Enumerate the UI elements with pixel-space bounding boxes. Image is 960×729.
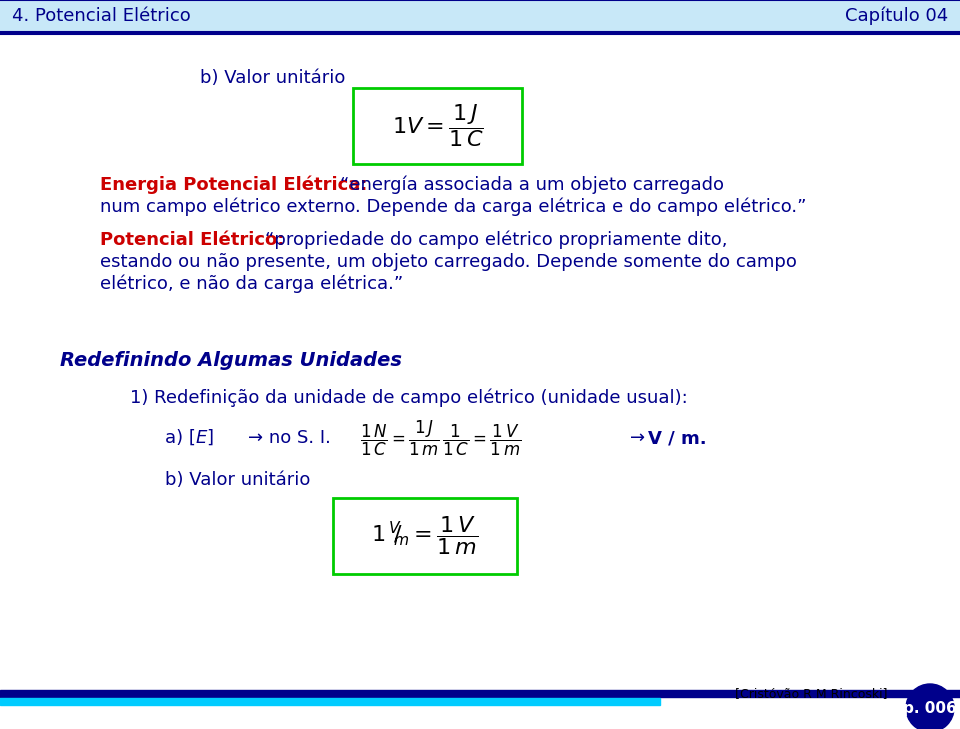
Circle shape (906, 684, 954, 729)
Text: → no S. I.: → no S. I. (248, 429, 331, 447)
Text: Capítulo 04: Capítulo 04 (845, 7, 948, 26)
FancyBboxPatch shape (333, 498, 517, 574)
Text: Redefinindo Algumas Unidades: Redefinindo Algumas Unidades (60, 351, 402, 370)
Text: [Cristóvão R M Rincoski]: [Cristóvão R M Rincoski] (735, 687, 887, 700)
FancyBboxPatch shape (353, 88, 522, 164)
Text: Energia Potencial Elétrica:: Energia Potencial Elétrica: (100, 176, 368, 194)
Text: b) Valor unitário: b) Valor unitário (165, 471, 310, 489)
Text: “propriedade do campo elétrico propriamente dito,: “propriedade do campo elétrico propriame… (265, 231, 728, 249)
Text: elétrico, e não da carga elétrica.”: elétrico, e não da carga elétrica.” (100, 275, 403, 293)
Text: Potencial Elétrico:: Potencial Elétrico: (100, 231, 284, 249)
Text: V / m.: V / m. (648, 429, 707, 447)
Text: ]: ] (206, 429, 213, 447)
Text: “energía associada a um objeto carregado: “energía associada a um objeto carregado (340, 176, 724, 194)
Text: num campo elétrico externo. Depende da carga elétrica e do campo elétrico.”: num campo elétrico externo. Depende da c… (100, 198, 806, 217)
Text: b) Valor unitário: b) Valor unitário (200, 69, 346, 87)
Text: E: E (196, 429, 207, 447)
Bar (0, 690, 960, 697)
Text: $\dfrac{1\,N}{1\,C} = \dfrac{1\,J}{1\,m}\,\dfrac{1}{1\,C} = \dfrac{1\,V}{1\,m}$: $\dfrac{1\,N}{1\,C} = \dfrac{1\,J}{1\,m}… (360, 418, 521, 458)
Text: p. 006: p. 006 (903, 701, 957, 715)
Text: 1) Redefinição da unidade de campo elétrico (unidade usual):: 1) Redefinição da unidade de campo elétr… (130, 389, 687, 408)
Text: a) [: a) [ (165, 429, 196, 447)
Bar (0, 0, 960, 32)
Text: $1V = \dfrac{1\,J}{1\,C}$: $1V = \dfrac{1\,J}{1\,C}$ (392, 103, 484, 149)
Text: →: → (630, 429, 645, 447)
Text: 4. Potencial Elétrico: 4. Potencial Elétrico (12, 7, 191, 25)
Text: estando ou não presente, um objeto carregado. Depende somente do campo: estando ou não presente, um objeto carre… (100, 253, 797, 271)
Bar (0, 698, 660, 705)
Text: $1\,^V\!\!/\!\!_m = \dfrac{1\,V}{1\,m}$: $1\,^V\!\!/\!\!_m = \dfrac{1\,V}{1\,m}$ (372, 515, 478, 558)
